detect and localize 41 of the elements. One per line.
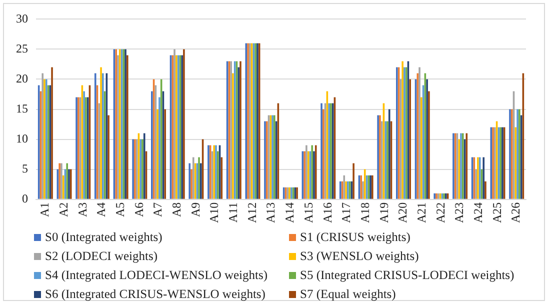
legend-label: S2 (LODECI weights) [45, 249, 158, 264]
x-tick-label: A23 [452, 202, 466, 224]
x-tick-label: A6 [132, 202, 146, 218]
legend-label: S3 (WENSLO weights) [300, 249, 419, 264]
x-tick-label: A26 [508, 202, 523, 224]
x-tick-label: A8 [170, 202, 184, 218]
x-tick-label: A18 [358, 202, 372, 224]
y-tick-label: 5 [22, 161, 28, 176]
x-tick-label: A9 [188, 202, 202, 218]
x-tick-label: A5 [112, 202, 127, 218]
x-tick-label: A2 [56, 202, 70, 218]
legend-label: S1 (CRISUS weights) [300, 230, 410, 245]
y-tick-label: 20 [16, 71, 28, 86]
y-tick-label: 30 [16, 11, 28, 26]
y-tick-label: 15 [16, 101, 28, 116]
x-tick-label: A14 [282, 202, 297, 224]
x-tick-label: A16 [320, 202, 334, 224]
x-tick-label: A3 [75, 202, 90, 218]
x-tick-label: A11 [226, 202, 240, 223]
y-tick-label: 0 [22, 191, 28, 206]
x-tick-label: A7 [150, 202, 165, 218]
legend-label: S4 (Integrated LODECI-WENSLO weights) [45, 268, 268, 283]
x-tick-label: A1 [38, 202, 52, 218]
x-tick-label: A19 [376, 202, 391, 224]
x-tick-label: A21 [414, 202, 428, 224]
x-tick-label: A22 [433, 202, 448, 224]
legend-label: S6 (Integrated CRISUS-WENSLO weights) [45, 287, 266, 302]
x-tick-label: A4 [94, 202, 108, 218]
x-tick-label: A17 [339, 202, 354, 224]
legend-label: S5 (Integrated CRISUS-LODECI weights) [300, 268, 514, 283]
x-tick-label: A25 [490, 202, 504, 224]
x-tick-label: A15 [301, 202, 316, 224]
legend-label: S0 (Integrated weights) [45, 230, 162, 245]
x-tick-label: A12 [244, 202, 259, 224]
legend-label: S7 (Equal weights) [300, 287, 396, 302]
y-tick-label: 10 [16, 131, 28, 146]
y-tick-label: 25 [16, 41, 28, 56]
x-tick-label: A20 [396, 202, 410, 224]
x-tick-label: A13 [264, 202, 278, 224]
x-tick-label: A24 [471, 202, 486, 224]
x-tick-label: A10 [207, 202, 222, 224]
